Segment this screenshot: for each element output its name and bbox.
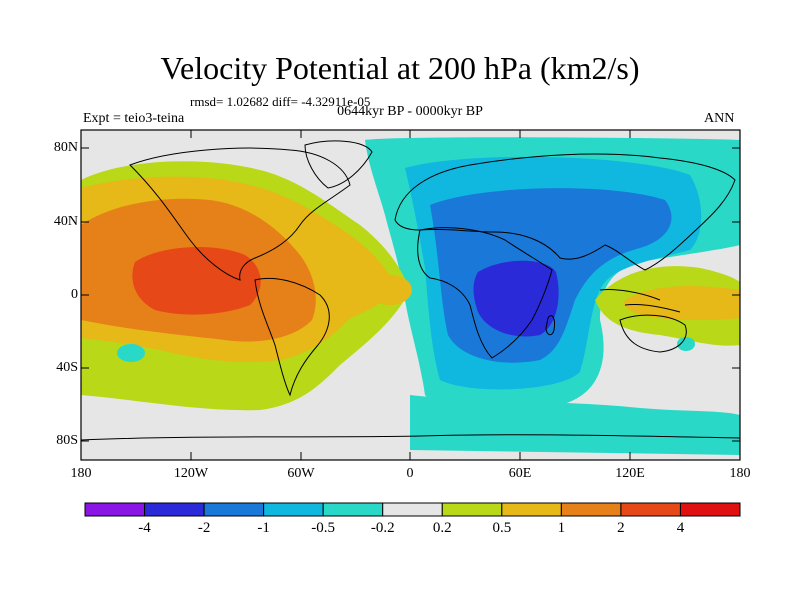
lat-ticks [81, 147, 740, 442]
coast-greenland [304, 140, 373, 189]
colorbar-swatch [679, 502, 741, 517]
lon-ticks [190, 130, 631, 460]
east-australia-negative-patch [677, 337, 695, 351]
colorbar-label: 0.5 [492, 520, 512, 536]
colorbar-swatch [203, 502, 265, 517]
lat-label: 0 [71, 287, 78, 302]
colorbar-label: 2 [617, 520, 625, 536]
lon-label: 120E [615, 466, 645, 481]
coast-antarctica [81, 434, 740, 441]
colorbar-swatch [263, 502, 324, 517]
colorbar-label: 1 [557, 520, 566, 536]
colorbar-label: -0.2 [370, 520, 395, 536]
stats-text: rmsd= 1.02682 diff= -4.32911e-05 [190, 94, 371, 109]
lon-label: 0 [406, 466, 414, 481]
colorbar-swatch [441, 502, 503, 517]
season-label: ANN [704, 111, 735, 126]
colorbar-swatch [382, 502, 443, 517]
coastlines [81, 140, 740, 441]
negative-core [473, 260, 559, 337]
south-pacific-negative-patch [117, 344, 145, 362]
lat-label: 40S [56, 360, 78, 375]
coast-australia [619, 314, 687, 353]
colorbar-label: -0.5 [311, 520, 336, 536]
atlantic-positive-patch [368, 275, 412, 305]
maritime-positive-core [624, 286, 740, 321]
lat-label: 80N [53, 140, 78, 155]
colorbar-label: -2 [197, 520, 211, 536]
colorbar-swatch [501, 502, 562, 517]
coast-europe-asia [394, 153, 736, 271]
lon-label: 60W [287, 466, 315, 481]
coast-north-america [129, 147, 351, 281]
colorbar [84, 502, 741, 517]
colorbar-label: 0.2 [432, 520, 452, 536]
colorbar-swatch [84, 502, 146, 517]
coast-madagascar [545, 315, 555, 336]
lat-label: 80S [56, 433, 78, 448]
coast-indonesia [599, 289, 681, 313]
experiment-label: Expt = teio3-teina [83, 111, 185, 126]
coast-africa [417, 227, 553, 359]
lon-label: 60E [508, 466, 532, 481]
lon-label: 120W [173, 466, 209, 481]
positive-core [132, 246, 261, 315]
lon-label: 180 [70, 466, 92, 481]
period-text: 0644kyr BP - 0000kyr BP [337, 104, 483, 119]
colorbar-label: 4 [676, 520, 685, 536]
colorbar-label: -1 [257, 520, 270, 536]
colorbar-swatch [322, 502, 384, 517]
colorbar-swatch [620, 502, 681, 517]
plot-title: Velocity Potential at 200 hPa (km2/s) [160, 50, 640, 86]
contour-field [81, 130, 740, 460]
colorbar-swatch [560, 502, 622, 517]
colorbar-swatch [144, 502, 205, 517]
coast-south-america [254, 277, 330, 397]
colorbar-label: -4 [138, 520, 151, 536]
lat-label: 40N [53, 214, 78, 229]
lon-label: 180 [729, 466, 751, 481]
